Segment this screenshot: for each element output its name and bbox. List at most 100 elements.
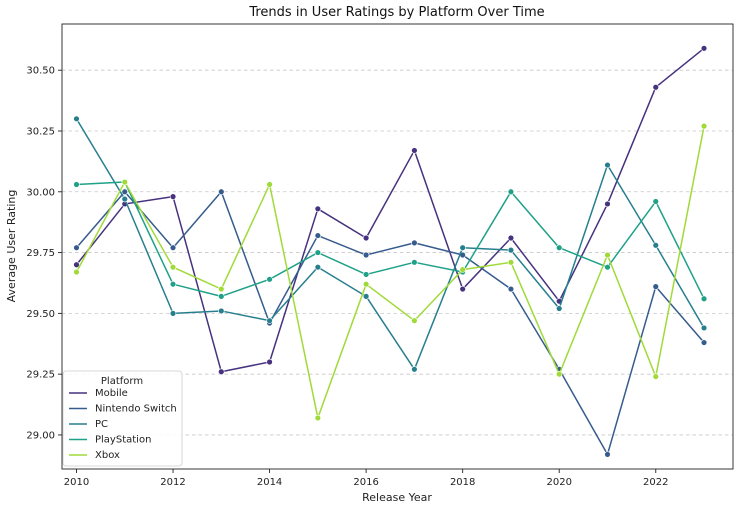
series-lines [73,45,708,458]
y-axis: 29.00 29.25 29.50 29.75 30.00 30.25 30.50 [26,66,62,441]
series-line-pc [75,118,705,371]
y-tick-label: 29.00 [26,430,55,441]
y-tick-label: 30.25 [26,126,55,137]
data-point-xbox [362,280,370,288]
series-pc [73,115,708,373]
series-line-mobile [75,47,705,373]
data-point-nintendo-switch [121,188,128,195]
legend-title: Platform [101,376,143,387]
legend-item-xbox: Xbox [69,450,120,461]
x-tick-label: 2018 [450,477,475,488]
data-point-pc [604,161,611,169]
x-tick-label: 2010 [64,477,89,488]
data-point-xbox [507,259,515,266]
y-tick-label: 29.25 [26,370,55,381]
data-point-xbox [652,373,659,380]
data-point-xbox [411,317,418,324]
data-point-mobile [459,285,466,293]
data-point-nintendo-switch [700,339,708,346]
legend-item-mobile: Mobile [69,388,128,399]
data-point-mobile [169,193,177,200]
x-tick-label: 2012 [160,477,185,488]
series-mobile [73,45,708,375]
data-point-mobile [218,368,225,375]
data-point-pc [73,115,80,123]
legend-item-playstation: PlayStation [69,435,151,446]
legend: Platform Mobile Nintendo Switch PC PlayStat… [62,370,183,467]
data-point-playstation [73,181,80,188]
x-tick-label: 2020 [546,477,571,488]
data-point-pc [362,293,370,300]
series-line-playstation [76,181,705,300]
data-point-pc [266,317,273,324]
data-point-nintendo-switch [507,285,515,293]
plot-area-frame [61,23,734,470]
data-point-xbox [73,268,80,276]
data-point-playstation [266,276,273,283]
data-point-nintendo-switch [218,188,225,195]
legend-label: PC [95,419,108,430]
legend-label: Nintendo Switch [95,404,177,415]
data-point-nintendo-switch [604,451,611,458]
legend-label: PlayStation [95,435,151,446]
data-point-playstation [604,263,611,271]
data-point-mobile [652,84,659,91]
data-point-xbox [121,178,128,186]
data-point-mobile [266,358,273,366]
y-tick-label: 30.50 [26,66,55,77]
data-point-pc [700,324,708,332]
data-point-xbox [314,414,322,422]
legend-item-nintendo-switch: Nintendo Switch [69,404,177,415]
data-point-mobile [700,45,708,52]
data-point-xbox [604,251,611,259]
legend-item-pc: PC [69,419,108,430]
data-point-xbox [218,285,225,293]
series-line-nintendo-switch [75,191,705,456]
data-point-xbox [556,370,563,378]
data-point-xbox [459,266,466,273]
data-point-playstation [652,198,659,205]
data-point-mobile [314,205,322,213]
data-point-playstation [700,295,708,302]
data-point-pc [169,310,177,317]
data-point-pc [314,263,322,271]
legend-label: Xbox [95,450,120,461]
data-point-xbox [700,122,708,130]
legend-box [62,370,183,467]
x-axis-title: Release Year [362,491,432,504]
data-point-xbox [169,263,177,271]
data-point-pc [556,305,563,312]
x-axis: 2010 2012 2014 2016 2018 2020 2022 [64,469,668,488]
data-point-nintendo-switch [169,244,177,251]
data-point-playstation [218,293,225,300]
legend-label: Mobile [95,388,128,399]
data-point-xbox [266,181,273,188]
data-point-playstation [314,249,322,256]
data-point-pc [121,195,128,203]
data-point-playstation [507,188,515,195]
y-axis-title: Average User Rating [5,190,18,303]
series-playstation [73,178,708,302]
data-point-mobile [362,234,370,242]
data-point-pc [652,242,659,249]
legend-items: Mobile Nintendo Switch PC PlayStation Xbox [69,388,177,461]
data-point-pc [459,244,466,251]
data-point-mobile [507,234,515,242]
x-tick-label: 2014 [257,477,282,488]
data-point-mobile [604,200,611,208]
data-point-pc [411,366,418,373]
data-point-playstation [556,244,563,251]
data-point-mobile [411,147,418,154]
data-point-pc [507,246,515,254]
data-point-pc [218,307,225,315]
y-tick-label: 29.75 [26,248,55,259]
y-tick-label: 29.50 [26,309,55,320]
x-tick-label: 2022 [643,477,668,488]
data-point-nintendo-switch [73,244,80,251]
y-tick-label: 30.00 [26,187,55,198]
data-point-nintendo-switch [314,232,322,239]
data-point-nintendo-switch [362,251,370,259]
data-point-nintendo-switch [411,239,418,247]
chart-title: Trends in User Ratings by Platform Over … [248,5,544,20]
